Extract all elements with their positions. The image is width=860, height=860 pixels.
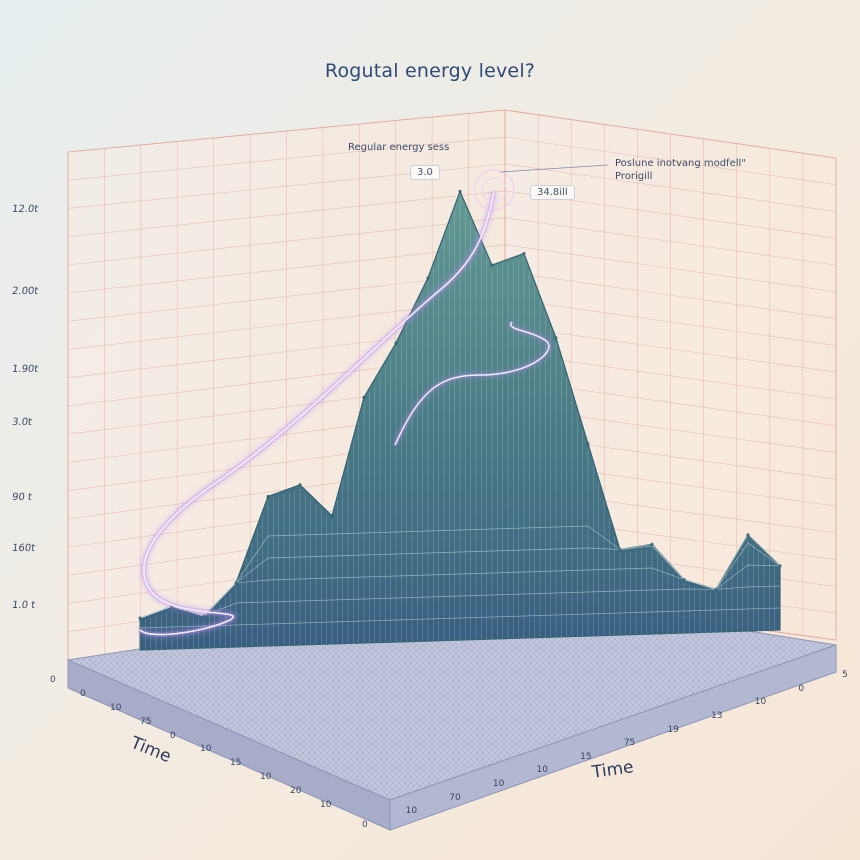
area-contour: [139, 525, 781, 619]
energy-point: [426, 276, 430, 280]
energy-point: [234, 581, 238, 585]
grid-line-h-right: [504, 271, 837, 319]
x-tick-label-front: 10: [405, 806, 418, 817]
x-tick-label-left: 20: [290, 786, 302, 797]
energy-area-series: [138, 189, 782, 651]
x-tick-label-left: 10: [110, 702, 122, 713]
x-tick-label-front: 75: [623, 738, 636, 749]
y-tick-label: 160t: [11, 543, 36, 554]
grid-line-h-right: [504, 136, 837, 186]
area-contour: [139, 585, 781, 619]
x-tick-label-front: 15: [580, 751, 592, 762]
energy-point: [458, 189, 462, 193]
grid-line-h-left: [67, 190, 506, 237]
energy-point: [682, 577, 686, 582]
energy-point: [778, 564, 782, 568]
y-tick-label: 90 t: [11, 492, 33, 503]
x-tick-label-left: 10: [200, 744, 212, 755]
area-contour: [139, 607, 781, 629]
grid-line-h-right: [504, 109, 837, 159]
grid-line-h-right: [504, 325, 837, 373]
x-tick-label-front: 10: [492, 779, 505, 790]
grid-line-h-left: [67, 244, 506, 294]
area-contour: [139, 564, 781, 619]
grid-line-h-right: [504, 298, 837, 346]
energy-point: [202, 614, 206, 618]
y-tick-label: 1.0 t: [11, 600, 36, 611]
x-tick-label-front: 0: [362, 820, 368, 830]
energy-point: [266, 494, 270, 499]
x-tick-label-left: 10: [320, 800, 332, 810]
energy-point: [714, 587, 718, 591]
grid-line-h-right: [504, 244, 837, 293]
energy-point: [394, 341, 398, 345]
annotation-label-2: Poslune inotvang modfell": [615, 158, 746, 169]
chart-title: Rogutal energy level?: [324, 60, 536, 82]
x-tick-label-left: 0: [80, 688, 86, 699]
annotation-value-1: 3.0: [410, 165, 440, 180]
area-contour: [139, 542, 781, 619]
floor-front-right: [389, 644, 837, 831]
energy-point: [330, 514, 334, 518]
y-tick-label: 3.0t: [11, 417, 33, 428]
trend-series: [138, 191, 551, 638]
energy-point: [298, 483, 302, 487]
energy-point: [746, 533, 750, 537]
annotation-label-1: Regular energy sess: [348, 142, 450, 153]
x-tick-label-left: 15: [230, 758, 242, 769]
x-tick-label-left: 10: [260, 772, 272, 783]
x-tick-label-front: 5: [842, 670, 848, 680]
trend-line: [139, 191, 495, 636]
y-tick-label: 1.90t: [11, 364, 39, 375]
grid-line-h-left: [67, 109, 506, 153]
trend-line-inner: [394, 321, 550, 446]
energy-point: [586, 442, 590, 446]
x-tick-label-front: 10: [754, 697, 767, 708]
x-tick-label-left: 0: [170, 730, 176, 741]
annotation-value-2: 34.8ill: [530, 185, 575, 200]
y-tick-label: 12.0t: [11, 204, 39, 215]
x-tick-label-front: 0: [798, 683, 805, 694]
x-tick-label-left: 0: [50, 675, 56, 685]
energy-point: [362, 395, 366, 399]
x-tick-label-front: 19: [667, 724, 679, 735]
x-tick-label-front: 10: [536, 765, 548, 776]
annotation-label-3: Prorigill: [615, 171, 653, 182]
peak-marker-outer: [473, 169, 515, 211]
energy-point: [522, 251, 526, 256]
grid-line-h-left: [67, 217, 506, 266]
grid-line-h-right: [504, 217, 837, 266]
peak-marker-inner: [481, 177, 507, 203]
energy-point: [554, 336, 558, 340]
annotation-leader: [499, 164, 609, 173]
x-tick-label-front: 70: [449, 792, 461, 803]
grid-line-h-right: [504, 163, 837, 212]
energy-point: [618, 547, 622, 552]
energy-point: [138, 616, 142, 620]
grid-line-h-left: [67, 136, 506, 181]
x-tick-label-left: 75: [140, 716, 152, 727]
energy-point: [490, 263, 494, 267]
energy-point: [650, 542, 654, 546]
y-tick-label: 2.00t: [11, 286, 39, 297]
x-tick-label-front: 13: [711, 710, 723, 721]
